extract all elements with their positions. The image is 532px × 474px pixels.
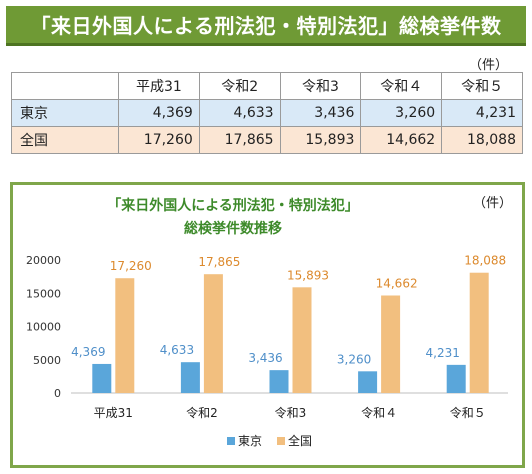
data-label: 3,260	[337, 352, 371, 366]
x-tick-label: 令和４	[361, 405, 397, 420]
table-header-cell: 令和2	[198, 72, 281, 100]
table-cell: 17,865	[198, 126, 281, 154]
y-tick-label: 5000	[33, 354, 61, 367]
table-row-tokyo: 東京 4,369 4,633 3,436 3,260 4,231	[11, 99, 523, 127]
table-header-cell	[11, 72, 119, 100]
table-cell: 3,436	[279, 99, 362, 127]
y-tick-label: 20000	[26, 254, 61, 267]
data-label: 3,436	[248, 351, 282, 365]
chart-title-line2: 総検挙件数推移	[184, 220, 282, 237]
table-header-cell: 令和５	[441, 72, 523, 100]
legend-label: 東京	[238, 434, 262, 448]
chart-unit-label: （件）	[473, 196, 512, 211]
legend-swatch-tokyo	[227, 437, 235, 445]
x-tick-label: 平成31	[94, 406, 133, 420]
bar-tokyo	[269, 370, 289, 393]
table-unit-label: （件）	[469, 58, 509, 73]
page-title-banner: 「来日外国人による刑法犯・特別法犯」総検挙件数	[6, 6, 526, 46]
table-row-zenkoku: 全国 17,260 17,865 15,893 14,662 18,088	[11, 126, 523, 154]
table-cell: 4,369	[118, 99, 200, 127]
x-tick-label: 令和2	[186, 405, 218, 420]
table-cell: 17,260	[118, 126, 200, 154]
bar-chart: 「来日外国人による刑法犯・特別法犯」 総検挙件数推移 （件） 0 5000 1000…	[26, 196, 512, 448]
y-tick-label: 0	[54, 387, 61, 400]
data-label: 4,369	[71, 345, 105, 359]
chart-legend: 東京 全国	[227, 433, 312, 448]
table-cell: 15,893	[279, 126, 362, 154]
table-cell: 18,088	[441, 126, 523, 154]
bar-zenkoku	[469, 272, 489, 393]
bar-zenkoku	[381, 295, 401, 393]
table-header-cell: 平成31	[118, 72, 200, 100]
bar-tokyo	[358, 371, 378, 393]
data-label: 17,260	[110, 259, 152, 273]
bar-zenkoku	[203, 274, 223, 393]
chart-frame: 「来日外国人による刑法犯・特別法犯」 総検挙件数推移 （件） 0 5000 1000…	[10, 182, 525, 468]
data-label: 4,231	[426, 346, 460, 360]
bar-zenkoku	[115, 278, 135, 393]
page-title: 「来日外国人による刑法犯・特別法犯」総検挙件数	[30, 14, 502, 38]
x-tick-label: 令和５	[450, 405, 486, 420]
table-header-cell: 令和４	[360, 72, 443, 100]
y-tick-label: 10000	[26, 321, 61, 334]
bar-tokyo	[92, 363, 112, 393]
bar-tokyo	[180, 362, 200, 393]
data-label: 14,662	[376, 276, 418, 290]
data-label: 18,088	[464, 254, 506, 268]
x-tick-label: 令和3	[275, 405, 307, 420]
row-label: 全国	[11, 126, 119, 154]
data-label: 15,893	[287, 268, 329, 282]
table-cell: 4,231	[441, 99, 523, 127]
data-label: 17,865	[198, 255, 240, 269]
row-label: 東京	[11, 99, 119, 127]
plot-area: 0 5000 10000 15000 20000 4,369 17,260 平成31 4,633…	[26, 254, 508, 420]
legend-swatch-zenkoku	[277, 437, 285, 445]
data-label: 4,633	[160, 343, 194, 357]
table-header-cell: 令和3	[279, 72, 362, 100]
y-tick-label: 15000	[26, 287, 61, 300]
table-cell: 14,662	[360, 126, 443, 154]
stats-table: 平成31 令和2 令和3 令和４ 令和５ 東京 4,369 4,633 3,43…	[11, 72, 523, 154]
bar-tokyo	[446, 364, 466, 393]
chart-title-line1: 「来日外国人による刑法犯・特別法犯」	[107, 197, 359, 214]
table-header-row: 平成31 令和2 令和3 令和４ 令和５	[11, 72, 523, 100]
table-cell: 3,260	[360, 99, 443, 127]
legend-label: 全国	[288, 433, 312, 448]
table-cell: 4,633	[198, 99, 281, 127]
bar-zenkoku	[292, 287, 312, 393]
